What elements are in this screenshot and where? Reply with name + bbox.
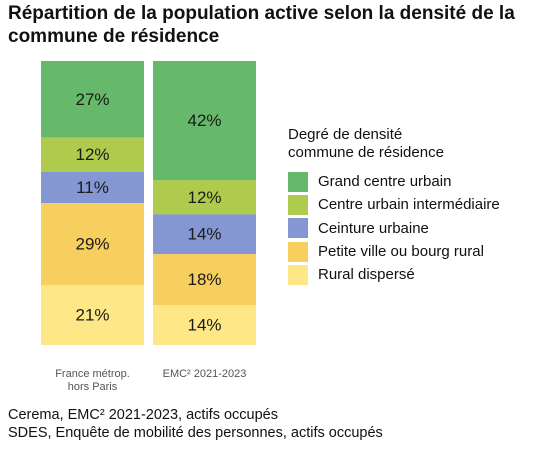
legend-item-ceinture-urbaine: Ceinture urbaine <box>288 217 533 240</box>
bar-segment <box>153 180 256 215</box>
data-label: 14% <box>187 225 221 244</box>
legend-title-line: Degré de densité <box>288 126 403 143</box>
legend-title: Degré de densité commune de résidence <box>288 126 528 162</box>
data-label: 29% <box>75 235 109 254</box>
bar-segment <box>153 61 256 181</box>
legend-item-centre-urbain-intermediaire: Centre urbain intermédiaire <box>288 193 533 216</box>
bar-segment <box>41 61 144 138</box>
legend-label: Rural dispersé <box>318 266 415 284</box>
bar-stack: 42% 12% 14% 18% 14% <box>153 61 256 345</box>
bar-segment <box>41 137 144 172</box>
chart-title: Répartition de la population active selo… <box>8 3 515 47</box>
legend-label: Grand centre urbain <box>318 173 452 191</box>
legend-item-rural-disperse: Rural dispersé <box>288 263 533 286</box>
data-label: 27% <box>75 90 109 109</box>
legend-swatch <box>288 171 308 192</box>
legend-item-grand-centre-urbain: Grand centre urbain <box>288 170 533 193</box>
legend-swatch <box>288 264 308 285</box>
legend-swatch <box>288 241 308 262</box>
legend-label: Petite ville ou bourg rural <box>318 243 484 261</box>
bar-stack: 27% 12% 11% 29% 21% <box>41 61 144 345</box>
data-label: 21% <box>75 306 109 325</box>
bar-segment <box>41 171 144 203</box>
data-label: 12% <box>187 188 221 207</box>
bar-segment <box>153 305 256 345</box>
legend-swatch <box>288 194 308 215</box>
data-label: 42% <box>187 111 221 130</box>
legend-item-petite-ville-ou-bourg-rural: Petite ville ou bourg rural <box>288 240 533 263</box>
category-label: EMC² 2021-2023 <box>163 368 247 380</box>
category-label: France métrop. <box>55 368 130 380</box>
legend: Grand centre urbain Centre urbain interm… <box>288 170 533 286</box>
bar-segment <box>153 254 256 306</box>
data-label: 12% <box>75 145 109 164</box>
source-line: SDES, Enquête de mobilité des personnes,… <box>8 425 383 441</box>
bar-segment <box>41 285 144 345</box>
source-note: Cerema, EMC² 2021-2023, actifs occupés S… <box>8 406 383 442</box>
legend-label: Ceinture urbaine <box>318 219 429 237</box>
bar-segment <box>41 203 144 286</box>
legend-swatch <box>288 218 308 239</box>
bar-segment <box>153 214 256 255</box>
category-label: hors Paris <box>68 381 118 393</box>
data-label: 18% <box>187 270 221 289</box>
data-label: 14% <box>187 316 221 335</box>
data-label: 11% <box>76 178 109 197</box>
source-line: Cerema, EMC² 2021-2023, actifs occupés <box>8 407 278 423</box>
legend-label: Centre urbain intermédiaire <box>318 196 500 214</box>
legend-title-line: commune de résidence <box>288 144 444 161</box>
